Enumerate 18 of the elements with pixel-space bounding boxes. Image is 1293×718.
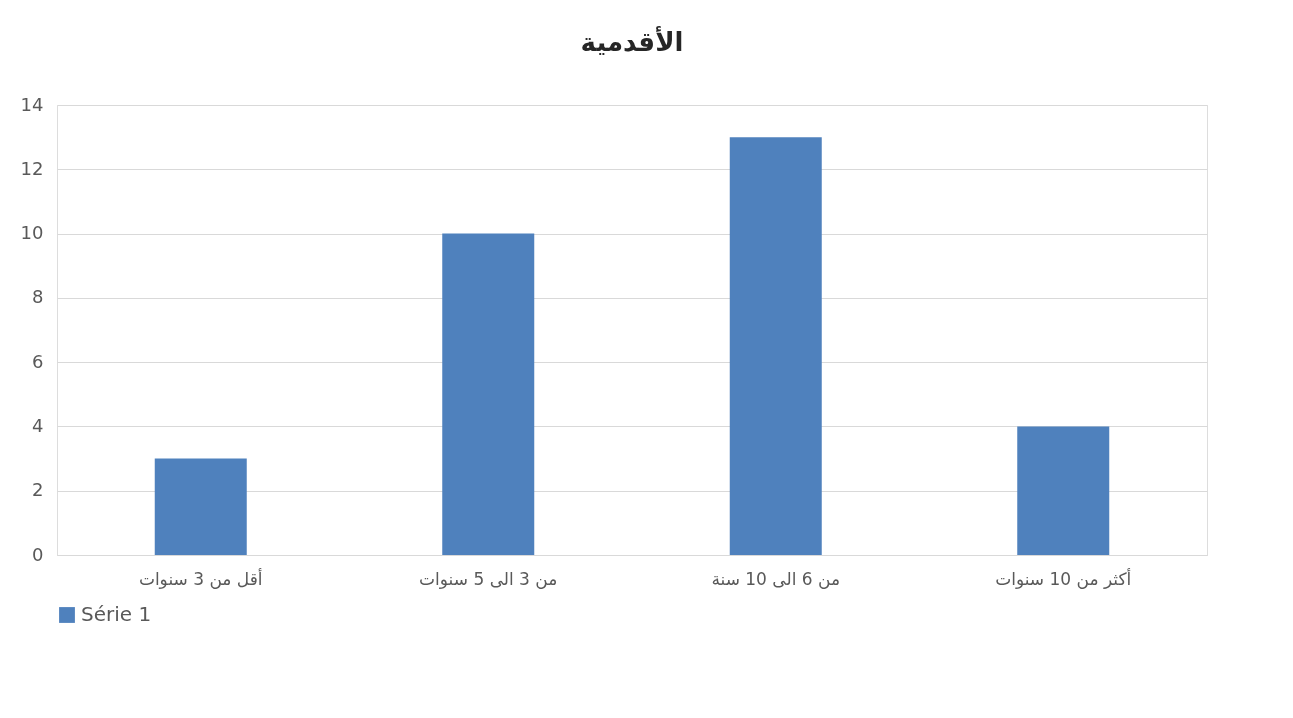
legend-label: Série 1 (81, 602, 152, 626)
x-tick-label: من 6 الى 10 سنة (711, 568, 841, 589)
x-tick-label: أقل من 3 سنوات (138, 567, 263, 589)
y-tick-label: 0 (32, 543, 44, 565)
y-tick-label: 12 (20, 157, 44, 179)
y-tick-label: 4 (32, 414, 44, 436)
bar (442, 233, 535, 555)
chart-title: الأقدمية (580, 26, 684, 57)
x-tick-label: من 3 الى 5 سنوات (419, 568, 558, 589)
y-tick-label: 2 (32, 479, 44, 501)
bar (729, 137, 822, 555)
x-tick-label: أكثر من 10 سنوات (995, 567, 1132, 589)
y-tick-label: 10 (20, 222, 44, 244)
y-tick-label: 6 (32, 350, 44, 372)
y-tick-label: 14 (20, 93, 44, 115)
y-tick-label: 8 (32, 286, 44, 308)
bar (154, 458, 247, 555)
bar (1017, 426, 1110, 555)
